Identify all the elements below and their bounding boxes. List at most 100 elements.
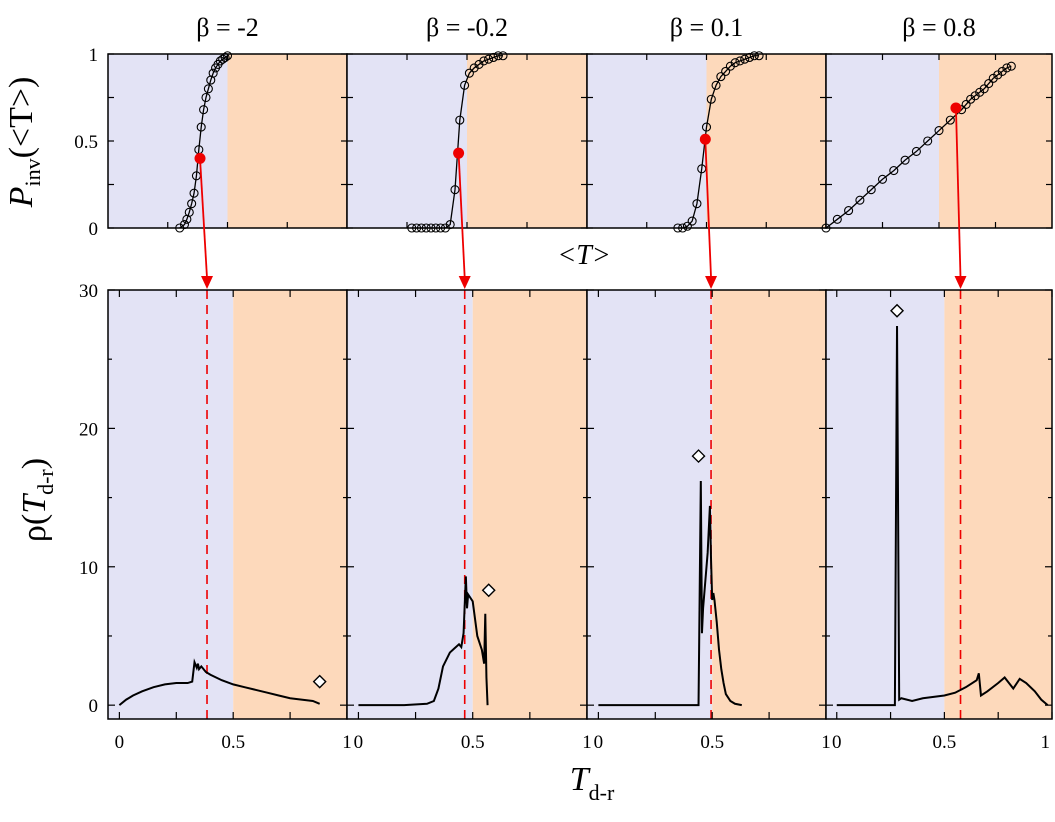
data-point bbox=[716, 72, 726, 82]
bottom-xtick-label: 1 bbox=[342, 732, 352, 753]
top-ylabel: Pinv(<T>) bbox=[3, 77, 45, 209]
peak-diamond-marker bbox=[312, 674, 327, 689]
arrow-1 bbox=[199, 158, 214, 289]
arrow-head bbox=[954, 276, 967, 289]
data-point bbox=[1006, 61, 1016, 71]
data-point bbox=[911, 146, 921, 156]
left-region bbox=[108, 54, 228, 228]
data-point bbox=[979, 84, 989, 94]
top-panel-1: β = -2 0 0.5 1 bbox=[74, 13, 348, 240]
top-ytick-label: 0.5 bbox=[74, 132, 98, 153]
top-ytick-label: 1 bbox=[89, 45, 99, 66]
left-region bbox=[587, 290, 713, 719]
arrow-shaft bbox=[704, 139, 712, 279]
left-region bbox=[108, 290, 234, 719]
data-point bbox=[692, 199, 702, 209]
density-curve bbox=[598, 480, 742, 707]
data-point bbox=[721, 66, 731, 76]
top-xlabel: <T> bbox=[557, 240, 610, 271]
bottom-xtick-label: 1 bbox=[582, 732, 592, 753]
peak-diamond-marker bbox=[890, 303, 905, 318]
data-point bbox=[460, 80, 470, 90]
bottom-ytick-label: 10 bbox=[79, 558, 98, 579]
peak-diamond-marker bbox=[691, 449, 706, 464]
right-region bbox=[712, 290, 826, 719]
right-region bbox=[706, 54, 826, 228]
arrow-shaft bbox=[955, 107, 962, 279]
right-region bbox=[467, 54, 587, 228]
top-panel-3: β = 0.1 bbox=[586, 13, 827, 233]
density-curve bbox=[118, 658, 321, 706]
top-ylabel-main: P bbox=[3, 187, 40, 209]
bottom-panel-2: 0 0.5 1 bbox=[346, 289, 592, 753]
top-panel-2: β = -0.2 bbox=[346, 13, 588, 233]
bottom-ylabel-sub: d-r bbox=[33, 469, 58, 495]
bottom-panel-1: 0 10 20 30 0 0.5 1 bbox=[79, 281, 352, 753]
data-point bbox=[479, 56, 489, 66]
bottom-xlabel-main: T bbox=[570, 761, 591, 798]
left-region bbox=[347, 290, 473, 719]
arrows-layer bbox=[199, 107, 967, 289]
bottom-xtick-label: 0 bbox=[354, 732, 364, 753]
bottom-ytick-label: 0 bbox=[89, 696, 99, 717]
data-point bbox=[184, 207, 194, 217]
beta-label-4: β = 0.8 bbox=[902, 13, 975, 42]
left-region bbox=[347, 54, 467, 228]
data-point bbox=[961, 99, 971, 110]
bottom-xlabel: Td-r bbox=[570, 761, 615, 805]
data-point bbox=[754, 51, 764, 61]
data-point bbox=[740, 54, 750, 64]
data-point bbox=[208, 68, 218, 78]
data-point bbox=[889, 166, 899, 176]
bottom-xtick-label: 0.5 bbox=[461, 732, 485, 753]
density-curve bbox=[358, 576, 489, 707]
arrow-head bbox=[458, 276, 471, 289]
arrow-3 bbox=[704, 139, 718, 289]
arrow-2 bbox=[457, 153, 471, 289]
right-region bbox=[233, 290, 347, 719]
left-region bbox=[826, 290, 945, 719]
bottom-panel-4: 0 0.5 1 bbox=[825, 289, 1053, 753]
data-point bbox=[701, 122, 712, 132]
probability-curve bbox=[179, 55, 228, 229]
bottom-ylabel-close: ) bbox=[16, 458, 53, 469]
left-region bbox=[826, 54, 939, 228]
right-region bbox=[472, 290, 587, 719]
data-point bbox=[735, 56, 745, 66]
data-point bbox=[199, 105, 209, 115]
data-point bbox=[498, 51, 508, 61]
bottom-ylabel-main: ρ( bbox=[16, 514, 53, 542]
top-ylabel-sub: inv bbox=[20, 158, 45, 186]
bottom-xtick-label: 1 bbox=[821, 732, 831, 753]
panel-frame bbox=[825, 289, 1053, 720]
data-point bbox=[945, 115, 955, 125]
bottom-xtick-label: 1 bbox=[1041, 732, 1051, 753]
right-region bbox=[227, 54, 347, 228]
peak-diamond-marker bbox=[481, 583, 496, 598]
data-point bbox=[749, 51, 759, 61]
beta-label-1: β = -2 bbox=[196, 13, 259, 42]
bottom-xtick-label: 0 bbox=[832, 732, 842, 753]
bottom-ylabel: ρ(Td-r) bbox=[16, 458, 58, 542]
beta-label-2: β = -0.2 bbox=[426, 13, 508, 42]
data-point bbox=[934, 126, 944, 136]
beta-label-3: β = 0.1 bbox=[670, 13, 743, 42]
data-point bbox=[855, 195, 865, 205]
data-point bbox=[844, 206, 854, 216]
data-point bbox=[493, 51, 503, 61]
data-point bbox=[484, 54, 494, 64]
data-point bbox=[730, 58, 740, 68]
arrow-shaft bbox=[199, 158, 208, 279]
data-point bbox=[450, 185, 460, 195]
data-point bbox=[923, 136, 933, 146]
top-panel-4: β = 0.8 bbox=[821, 13, 1053, 233]
data-point bbox=[464, 68, 474, 78]
left-region bbox=[587, 54, 707, 228]
bottom-xtick-label: 0.5 bbox=[700, 732, 724, 753]
top-ytick-label: 0 bbox=[89, 219, 99, 240]
data-point bbox=[984, 79, 994, 89]
data-point bbox=[1002, 63, 1012, 73]
bottom-xtick-label: 0.5 bbox=[221, 732, 245, 753]
